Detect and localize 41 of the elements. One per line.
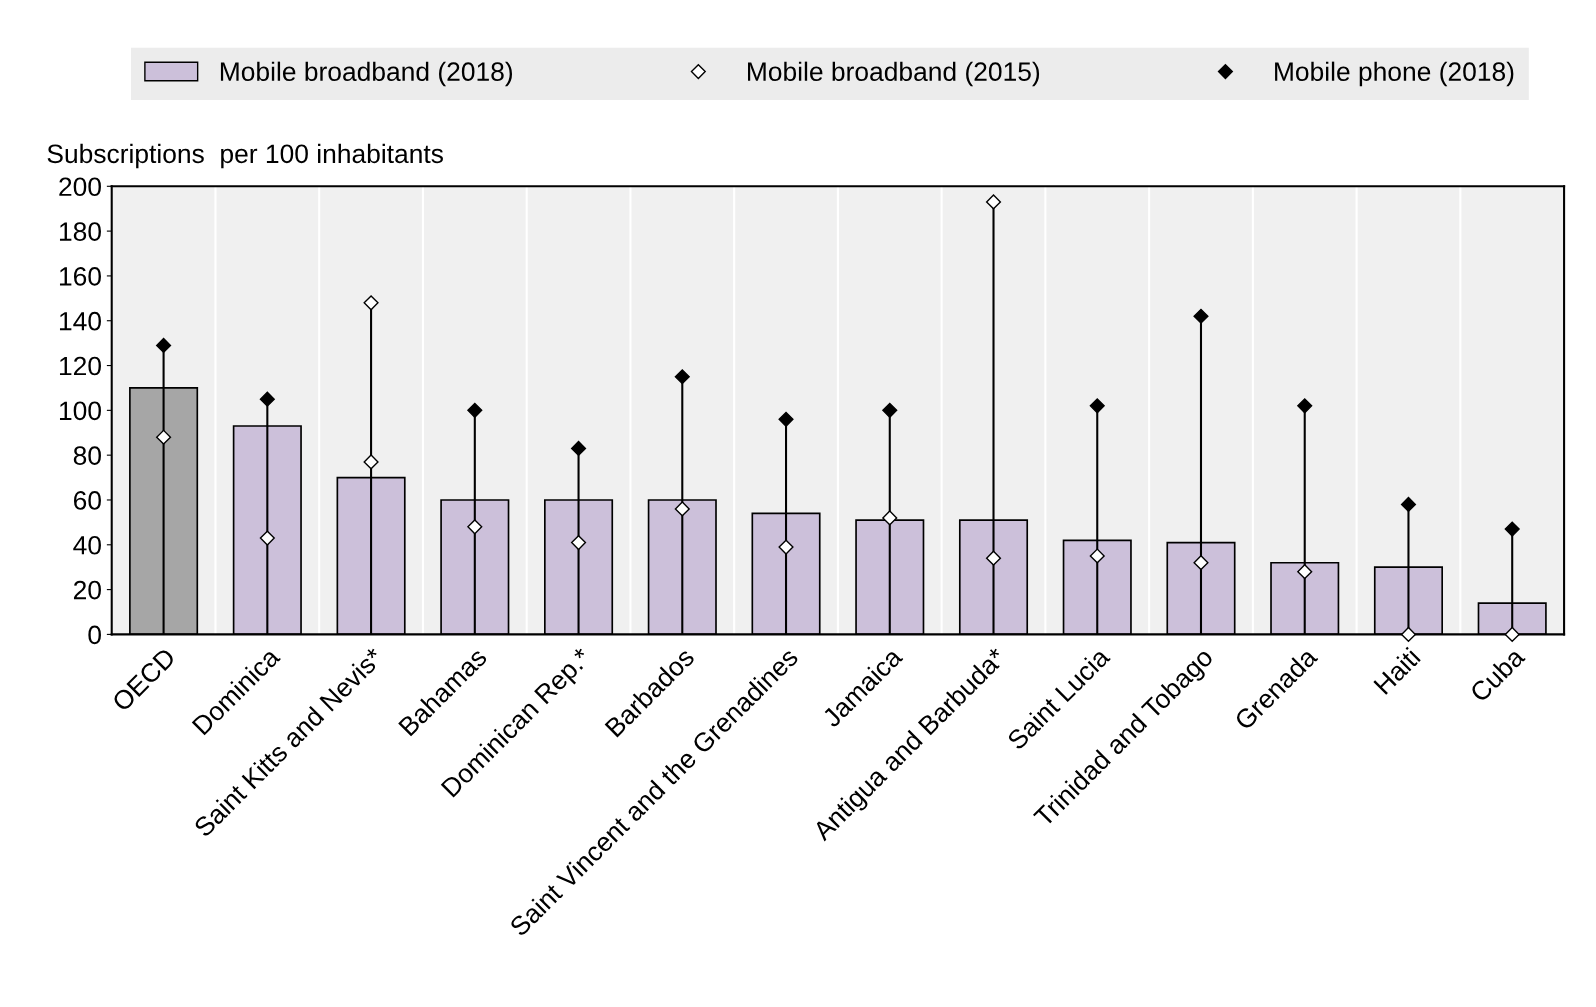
y-tick-label: 160 [59, 267, 101, 286]
point [156, 429, 172, 445]
point [985, 550, 1002, 566]
point [1089, 398, 1105, 414]
point [1193, 308, 1209, 324]
legend-label: Mobile broadband (2015) [748, 61, 1040, 87]
y-tick-label: 20 [73, 580, 101, 600]
y-tick-label: 100 [59, 401, 101, 421]
point [156, 337, 172, 353]
point [1297, 564, 1313, 580]
point [778, 539, 794, 555]
y-tick-label: 120 [59, 356, 101, 376]
point [259, 530, 275, 546]
y-tick-label: 140 [59, 311, 101, 331]
point [1089, 548, 1105, 564]
point [259, 391, 275, 407]
y-tick-label: 80 [73, 446, 101, 465]
y-tick-label: 180 [59, 222, 101, 241]
point [570, 440, 587, 457]
point [778, 411, 794, 427]
legend-label: Mobile phone (2018) [1275, 61, 1514, 87]
point [570, 534, 587, 551]
point [1400, 626, 1417, 642]
point [363, 454, 379, 470]
point [882, 510, 898, 526]
point [1504, 521, 1520, 537]
point [674, 501, 690, 517]
point [1193, 555, 1209, 571]
point [467, 519, 483, 535]
legend-label: Mobile broadband (2018) [220, 61, 513, 87]
point [1400, 496, 1417, 513]
point [1297, 398, 1313, 414]
y-axis-title: Subscriptions per 100 inhabitants [47, 143, 443, 169]
y-tick-label: 40 [73, 535, 101, 555]
point [1504, 626, 1520, 642]
point [882, 402, 898, 418]
point [674, 369, 690, 385]
point [467, 402, 483, 418]
y-tick-label: 200 [59, 177, 101, 197]
y-tick-label: 0 [88, 625, 101, 645]
y-tick-label: 60 [73, 491, 101, 510]
